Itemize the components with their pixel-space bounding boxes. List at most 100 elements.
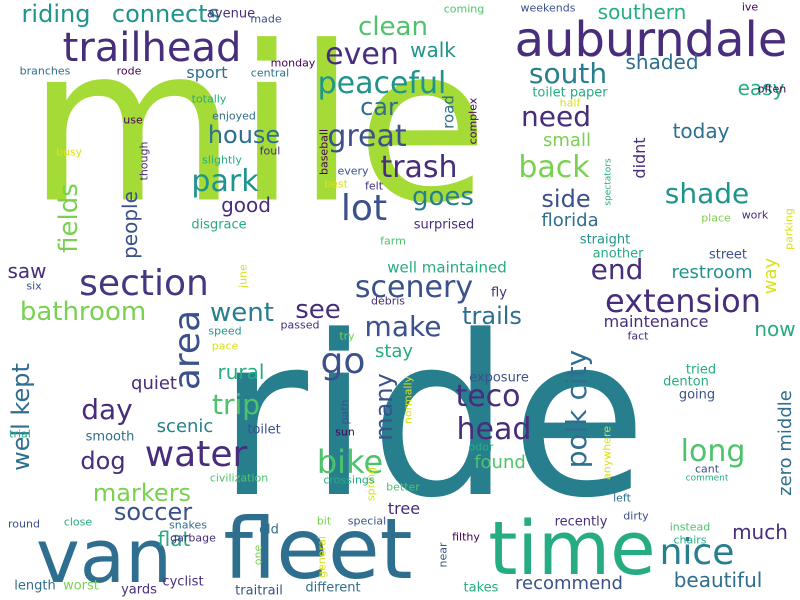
word-soccer: soccer bbox=[113, 498, 193, 526]
word-complex: complex bbox=[466, 97, 480, 145]
word-tried: tried bbox=[685, 362, 717, 378]
word-fields: fields bbox=[54, 183, 84, 253]
word-shade: shade bbox=[664, 177, 750, 210]
word-garbage: garbage bbox=[170, 531, 216, 545]
word-street: street bbox=[708, 247, 748, 263]
word-much: much bbox=[732, 520, 788, 544]
word-denton: denton bbox=[663, 374, 709, 390]
word-place: place bbox=[701, 211, 731, 225]
word-totally: totally bbox=[191, 92, 227, 106]
word-general: general bbox=[315, 536, 329, 578]
word-best: best bbox=[324, 177, 348, 191]
word-work: work bbox=[741, 208, 769, 222]
word-busy: busy bbox=[55, 145, 83, 159]
word-chairs: chairs bbox=[673, 533, 707, 547]
word-trip: trip bbox=[211, 388, 261, 421]
word-saw: saw bbox=[7, 259, 47, 283]
word-bathroom: bathroom bbox=[19, 297, 147, 327]
word-polk-city: polk city bbox=[560, 349, 593, 469]
word-markers: markers bbox=[92, 479, 192, 507]
word-pace: pace bbox=[211, 339, 239, 353]
word-auburndale: auburndale bbox=[514, 12, 788, 68]
word-time: time bbox=[488, 506, 656, 592]
word-weekends: weekends bbox=[520, 1, 576, 15]
word-ive: ive bbox=[741, 0, 759, 14]
word-well-kept: well kept bbox=[7, 363, 35, 471]
word-fact: fact bbox=[627, 329, 649, 343]
word-spectators: spectators bbox=[603, 158, 614, 206]
word-straight: straight bbox=[579, 232, 631, 248]
word-see: see bbox=[295, 295, 341, 325]
word-south: south bbox=[528, 57, 608, 90]
word-path: path bbox=[338, 399, 352, 425]
word-house: house bbox=[207, 121, 281, 149]
word-special: special bbox=[347, 514, 387, 528]
word-quiet: quiet bbox=[131, 373, 177, 394]
word-head: head bbox=[456, 412, 532, 447]
word-crossings: crossings bbox=[323, 473, 375, 487]
word-maintenance: maintenance bbox=[603, 312, 709, 331]
word-shaded: shaded bbox=[625, 50, 699, 74]
word-traitrail: traitrail bbox=[235, 583, 283, 599]
word-worst: worst bbox=[63, 578, 99, 594]
word-easy: easy bbox=[737, 76, 785, 100]
word-small: small bbox=[543, 130, 591, 151]
word-make: make bbox=[364, 310, 442, 343]
word-avenue: avenue bbox=[206, 6, 256, 22]
word-made: made bbox=[250, 12, 282, 26]
word-central: central bbox=[250, 66, 290, 80]
word-sport: sport bbox=[186, 63, 228, 82]
word-near: near bbox=[436, 542, 450, 568]
word-dog: dog bbox=[80, 447, 126, 475]
word-didnt: didnt bbox=[630, 137, 649, 179]
word-long: long bbox=[680, 434, 746, 469]
word-filthy: filthy bbox=[452, 530, 480, 544]
word-peaceful: peaceful bbox=[317, 66, 447, 101]
word-fly: fly bbox=[491, 285, 507, 301]
word-rode: rode bbox=[116, 64, 142, 78]
word-foul: foul bbox=[259, 144, 281, 158]
word-end: end bbox=[590, 253, 644, 286]
word-left: left bbox=[613, 491, 631, 505]
word-way: way bbox=[760, 257, 781, 295]
word-close: close bbox=[63, 515, 93, 529]
word-clean: clean bbox=[358, 12, 428, 42]
word-today: today bbox=[672, 119, 730, 143]
word-mile: mile bbox=[27, 0, 489, 251]
word-passed: passed bbox=[280, 318, 320, 332]
word-another: another bbox=[592, 246, 644, 262]
word-goes: goes bbox=[412, 182, 474, 212]
word-exposure: exposure bbox=[469, 370, 529, 386]
word-cant: cant bbox=[694, 462, 720, 476]
word-try: try bbox=[339, 329, 355, 343]
word-zero-middle: zero middle bbox=[775, 390, 796, 496]
word-side: side bbox=[541, 185, 591, 213]
word-takes: takes bbox=[463, 580, 499, 596]
word-trial: trial bbox=[9, 427, 31, 441]
word-scenic: scenic bbox=[156, 416, 214, 437]
word-car: car bbox=[360, 93, 398, 121]
word-use: use bbox=[123, 113, 143, 127]
word-riding: riding bbox=[21, 0, 91, 28]
word-florida: florida bbox=[541, 210, 599, 231]
word-extension: extension bbox=[605, 282, 761, 320]
word-better: better bbox=[386, 480, 420, 494]
word-cyclist: cyclist bbox=[162, 574, 204, 590]
word-every: every bbox=[337, 164, 369, 178]
word-road: road bbox=[439, 95, 458, 129]
word-back: back bbox=[518, 150, 590, 185]
word-toilet: toilet bbox=[247, 422, 281, 438]
word-ride: ride bbox=[216, 289, 648, 547]
word-southern: southern bbox=[597, 0, 687, 24]
word-enjoyed: enjoyed bbox=[212, 109, 256, 123]
word-felt: felt bbox=[364, 179, 384, 193]
word-speed: speed bbox=[208, 324, 242, 338]
word-now: now bbox=[754, 317, 796, 341]
word-old: old bbox=[259, 522, 279, 538]
word-went: went bbox=[210, 298, 274, 328]
word-lot: lot bbox=[340, 188, 388, 229]
word-going: going bbox=[678, 387, 716, 403]
word-found: found bbox=[474, 452, 526, 473]
word-smooth: smooth bbox=[85, 429, 135, 445]
word-teco: teco bbox=[455, 379, 521, 414]
